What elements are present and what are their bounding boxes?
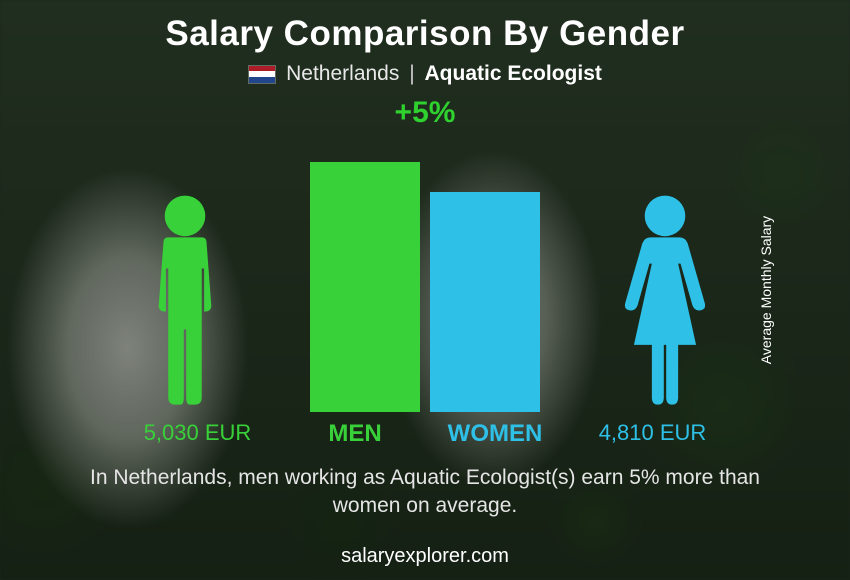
netherlands-flag-icon: [248, 65, 276, 84]
bar-men: [310, 162, 420, 412]
subtitle-text: Netherlands | Aquatic Ecologist: [286, 62, 602, 86]
women-salary: 4,810 EUR: [560, 420, 745, 448]
chart-area: [105, 132, 745, 412]
women-label: WOMEN: [430, 420, 560, 448]
labels-row: 5,030 EUR MEN WOMEN 4,810 EUR: [105, 420, 745, 448]
page-title: Salary Comparison By Gender: [165, 14, 684, 54]
job-label: Aquatic Ecologist: [425, 62, 602, 85]
label-gap: [420, 420, 430, 448]
men-label: MEN: [290, 420, 420, 448]
flag-stripe-blue: [249, 77, 275, 83]
footer-attribution: salaryexplorer.com: [0, 545, 850, 568]
content-container: Salary Comparison By Gender Netherlands …: [0, 0, 850, 580]
country-label: Netherlands: [286, 62, 399, 85]
woman-icon: [605, 192, 725, 412]
difference-label: +5%: [395, 96, 456, 130]
axis-label: Average Monthly Salary: [758, 216, 774, 364]
men-salary: 5,030 EUR: [105, 420, 290, 448]
subtitle-row: Netherlands | Aquatic Ecologist: [248, 62, 602, 86]
bar-women: [430, 192, 540, 412]
separator: |: [409, 62, 414, 85]
summary-text: In Netherlands, men working as Aquatic E…: [75, 464, 775, 521]
man-icon: [125, 192, 245, 412]
